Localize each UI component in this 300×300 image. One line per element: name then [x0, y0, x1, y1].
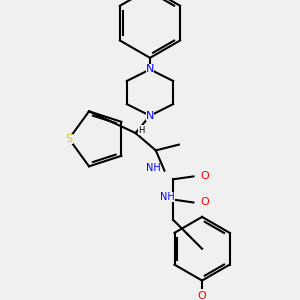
Text: S: S [65, 134, 73, 144]
Text: O: O [201, 171, 209, 182]
Text: H: H [138, 126, 145, 135]
Text: N: N [146, 111, 154, 121]
Text: NH: NH [160, 192, 175, 202]
Text: O: O [201, 197, 209, 208]
Text: O: O [198, 292, 206, 300]
Text: NH: NH [146, 163, 160, 173]
Text: N: N [146, 64, 154, 74]
